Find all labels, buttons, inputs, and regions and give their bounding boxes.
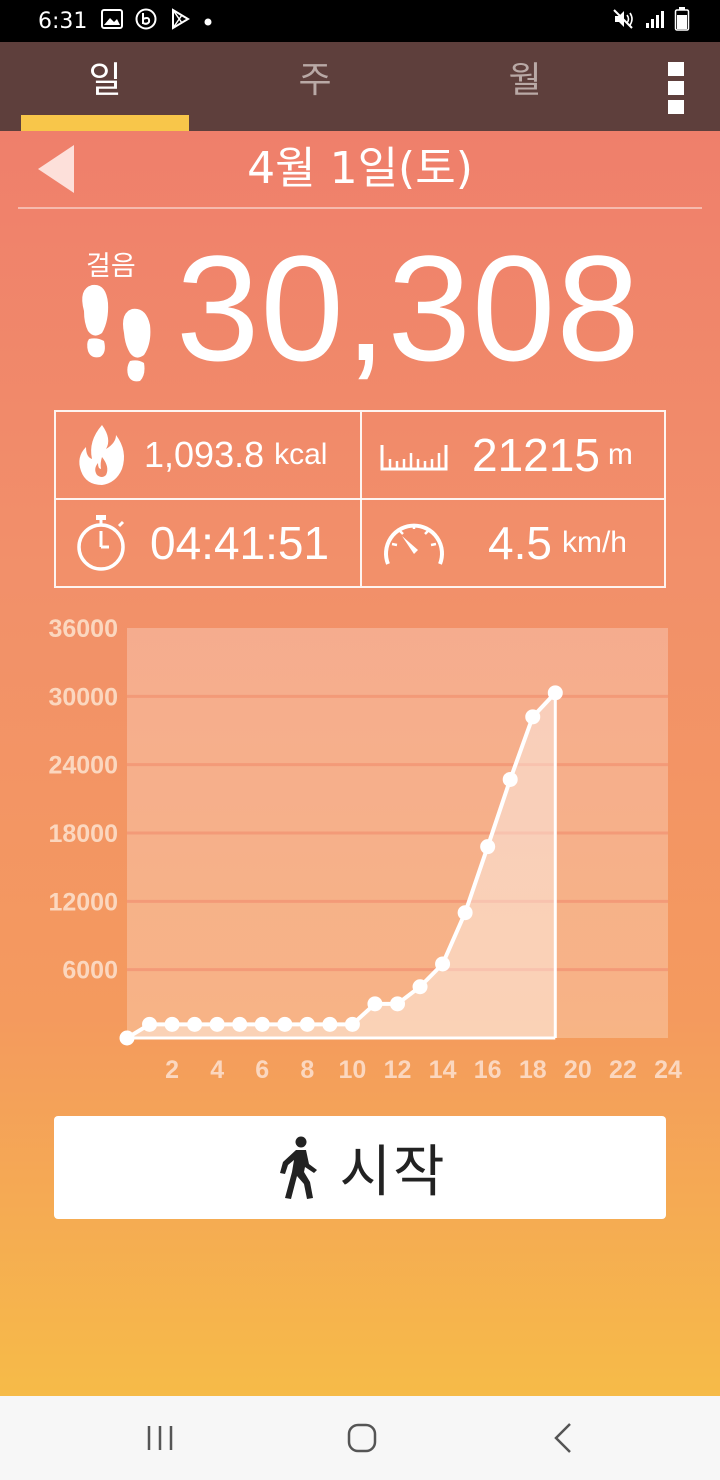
tab-day[interactable]: 일 — [88, 60, 122, 101]
data-point — [142, 1016, 158, 1032]
data-point — [367, 996, 383, 1012]
speedometer-icon — [384, 523, 444, 565]
ruler-icon — [380, 445, 448, 471]
data-point — [435, 956, 451, 972]
x-tick-label: 10 — [339, 1056, 367, 1084]
signal-icon — [644, 8, 666, 34]
start-button[interactable]: 시작 — [54, 1116, 666, 1219]
tab-bar: 일 주 월 — [0, 42, 720, 131]
date-row: 4월 1일(토) — [0, 131, 720, 208]
y-tick-label: 6000 — [62, 957, 118, 985]
previous-day-icon[interactable] — [36, 143, 76, 195]
main-content: 4월 1일(토) 걸음 30,308 1,093.8 kcal — [0, 131, 720, 1396]
play-icon — [169, 8, 191, 34]
steps-value: 30,308 — [176, 224, 641, 392]
duration-cell: 04:41:51 — [72, 500, 360, 586]
gallery-icon — [101, 9, 124, 33]
status-bar: 6:31 — [0, 0, 720, 42]
fire-icon — [79, 425, 124, 485]
data-point — [209, 1016, 225, 1032]
distance-unit: m — [607, 438, 633, 471]
x-tick-label: 8 — [300, 1056, 314, 1084]
divider — [18, 207, 702, 209]
y-tick-label: 24000 — [48, 752, 118, 780]
calories-cell: 1,093.8 kcal — [76, 412, 360, 498]
data-point — [480, 839, 496, 855]
recent-apps-icon[interactable] — [140, 1418, 180, 1458]
b-app-icon — [135, 8, 157, 34]
x-tick-label: 18 — [519, 1056, 547, 1084]
data-point — [547, 685, 563, 701]
data-point — [277, 1016, 293, 1032]
data-point — [390, 996, 405, 1012]
stopwatch-icon — [77, 515, 125, 571]
x-tick-label: 22 — [609, 1056, 637, 1084]
battery-icon — [674, 7, 690, 35]
y-tick-label: 18000 — [48, 820, 118, 848]
x-tick-label: 6 — [255, 1056, 269, 1084]
back-icon[interactable] — [544, 1418, 584, 1458]
data-point — [119, 1030, 135, 1046]
y-tick-label: 12000 — [48, 888, 118, 916]
data-point — [232, 1016, 248, 1032]
mute-icon — [612, 8, 636, 34]
walking-person-icon — [280, 1136, 318, 1199]
x-tick-label: 12 — [384, 1056, 412, 1084]
x-tick-label: 14 — [429, 1056, 457, 1084]
data-point — [187, 1016, 203, 1032]
x-tick-label: 2 — [165, 1056, 179, 1084]
distance-value: 21215 — [472, 429, 600, 481]
steps-label: 걸음 — [86, 251, 136, 282]
data-point — [344, 1016, 360, 1032]
status-time: 6:31 — [38, 8, 88, 34]
speed-value: 4.5 — [488, 517, 552, 569]
stats-grid: 1,093.8 kcal 21215 m — [54, 410, 666, 588]
start-label: 시작 — [339, 1140, 447, 1205]
duration-value: 04:41:51 — [150, 517, 330, 569]
data-point — [164, 1016, 180, 1032]
speed-cell: 4.5 km/h — [380, 500, 664, 586]
data-point — [412, 979, 428, 995]
calories-value: 1,093.8 — [144, 434, 265, 475]
x-tick-label: 24 — [654, 1056, 682, 1084]
date-title: 4월 1일(토) — [247, 143, 473, 194]
tab-week[interactable]: 주 — [298, 60, 332, 101]
home-icon[interactable] — [342, 1418, 382, 1458]
data-point — [457, 905, 473, 921]
grid-divider — [56, 498, 664, 500]
footprint-icon — [82, 284, 151, 382]
data-point — [299, 1016, 315, 1032]
calories-unit: kcal — [274, 438, 328, 471]
data-point — [525, 709, 541, 725]
x-tick-label: 4 — [210, 1056, 224, 1084]
data-point — [502, 771, 518, 787]
x-tick-label: 16 — [474, 1056, 502, 1084]
x-tick-label: 20 — [564, 1056, 592, 1084]
data-point — [254, 1016, 270, 1032]
dot-icon — [203, 12, 213, 31]
navigation-bar — [0, 1396, 720, 1480]
tab-month[interactable]: 월 — [508, 60, 542, 101]
tab-indicator — [21, 115, 189, 131]
y-tick-label: 36000 — [48, 615, 118, 643]
overflow-menu-icon[interactable] — [668, 62, 684, 114]
data-point — [322, 1016, 338, 1032]
distance-cell: 21215 m — [380, 412, 664, 498]
speed-unit: km/h — [561, 526, 627, 559]
y-tick-label: 30000 — [48, 683, 118, 711]
